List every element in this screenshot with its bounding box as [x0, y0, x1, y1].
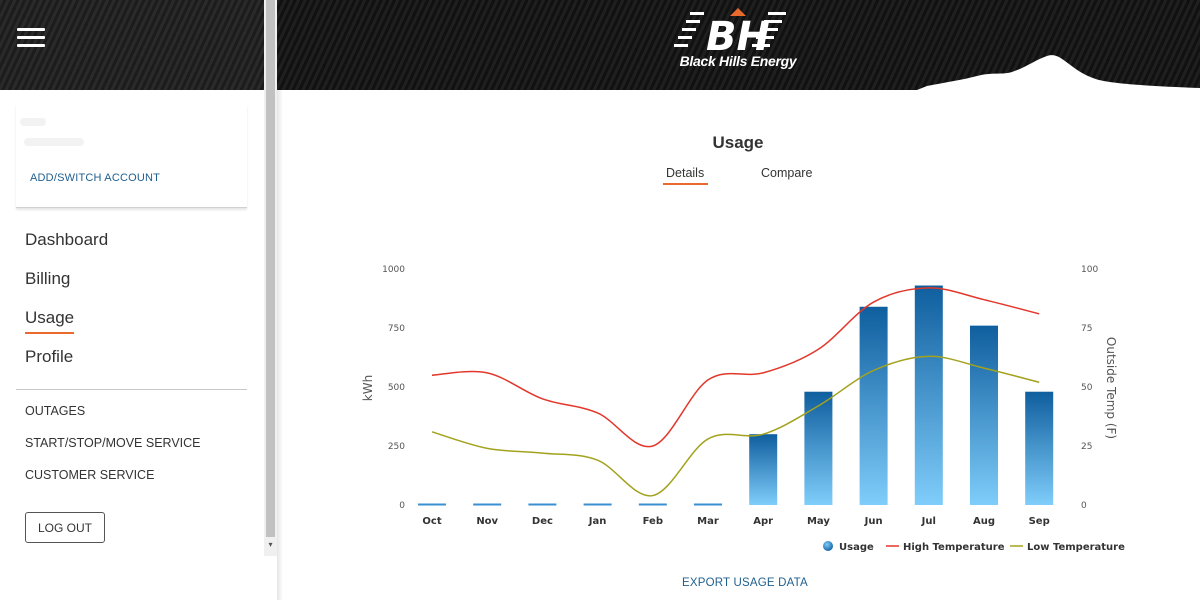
export-usage-data-link[interactable]: EXPORT USAGE DATA — [682, 577, 808, 589]
account-card: ADD/SWITCH ACCOUNT — [16, 104, 247, 208]
usage-bar[interactable] — [694, 503, 722, 506]
nav-item-profile[interactable]: Profile — [25, 347, 74, 366]
nav-item-customer-service[interactable]: CUSTOMER SERVICE — [25, 468, 155, 482]
y-axis-left-title: kWh — [361, 375, 375, 401]
legend-usage-marker — [823, 541, 833, 551]
nav-item-outages[interactable]: OUTAGES — [25, 404, 86, 418]
x-axis-month-label: Mar — [697, 516, 719, 527]
bh-logo-mark-icon: BH — [674, 8, 786, 60]
account-name-redacted — [20, 118, 46, 126]
nav-divider — [16, 389, 247, 390]
x-axis-month-label: Feb — [643, 516, 663, 527]
x-axis-month-label: Oct — [422, 516, 441, 527]
secondary-nav: OUTAGES START/STOP/MOVE SERVICE CUSTOMER… — [25, 404, 201, 500]
main-nav: Dashboard Billing Usage Profile — [25, 229, 108, 385]
usage-bar[interactable] — [473, 503, 502, 506]
y-left-tick-label: 500 — [388, 383, 405, 393]
legend-usage-label: Usage — [839, 542, 874, 553]
x-axis-month-label: Nov — [476, 516, 498, 527]
scrollbar-thumb[interactable] — [266, 0, 275, 537]
x-axis-month-label: Dec — [532, 516, 553, 527]
y-right-tick-label: 100 — [1081, 265, 1098, 275]
usage-bar[interactable] — [528, 503, 557, 506]
x-axis-month-label: Apr — [753, 516, 773, 527]
y-right-tick-label: 75 — [1081, 324, 1092, 334]
add-switch-account-link[interactable]: ADD/SWITCH ACCOUNT — [30, 172, 161, 184]
hamburger-menu-icon[interactable] — [14, 22, 50, 54]
logo-wordmark: Black Hills Energy — [679, 53, 797, 69]
panel-shadow — [277, 90, 283, 600]
low-temperature-line[interactable] — [431, 355, 1040, 497]
x-axis-month-label: Aug — [973, 516, 995, 527]
sidebar-scrollbar[interactable]: ▾ — [264, 0, 277, 556]
x-axis-month-label: May — [807, 516, 830, 527]
usage-bar[interactable] — [418, 503, 446, 506]
usage-bar[interactable] — [970, 325, 998, 505]
y-axis-right-title: Outside Temp (F) — [1104, 337, 1118, 439]
usage-bar[interactable] — [583, 503, 612, 506]
nav-item-dashboard[interactable]: Dashboard — [25, 230, 109, 249]
usage-bar[interactable] — [859, 306, 888, 505]
y-right-tick-label: 25 — [1081, 442, 1092, 452]
logout-button[interactable]: LOG OUT — [25, 512, 105, 543]
usage-bar[interactable] — [804, 391, 833, 505]
black-hills-energy-logo[interactable]: BH Black Hills Energy — [672, 6, 804, 76]
sidebar: ADD/SWITCH ACCOUNT Dashboard Billing Usa… — [0, 0, 264, 600]
mountain-silhouette-icon — [917, 55, 1200, 90]
page-title: Usage — [712, 133, 764, 152]
x-axis-month-label: Sep — [1029, 516, 1050, 527]
x-axis-month-label: Jun — [864, 516, 883, 527]
nav-item-usage[interactable]: Usage — [25, 307, 108, 346]
sidebar-header — [0, 0, 264, 90]
usage-chart: 0 250 500 750 1000 0 25 50 75 100 kWh Outside Te… — [361, 265, 1125, 553]
usage-bar[interactable] — [1025, 391, 1054, 505]
svg-text:BH: BH — [706, 14, 770, 56]
nav-item-billing[interactable]: Billing — [25, 269, 71, 288]
account-number-redacted — [24, 138, 84, 146]
tab-details[interactable]: Details — [662, 166, 709, 185]
tab-compare[interactable]: Compare — [761, 166, 813, 180]
usage-bar[interactable] — [638, 503, 667, 506]
x-axis-month-label: Jul — [921, 516, 936, 527]
high-temperature-line[interactable] — [431, 287, 1040, 448]
y-left-tick-label: 750 — [388, 324, 405, 334]
y-left-tick-label: 1000 — [382, 265, 405, 275]
x-axis-month-label: Jan — [588, 516, 607, 527]
nav-item-start-stop-move[interactable]: START/STOP/MOVE SERVICE — [25, 436, 201, 450]
y-left-tick-label: 0 — [399, 501, 405, 511]
usage-bar[interactable] — [749, 434, 778, 505]
scroll-down-arrow-icon[interactable]: ▾ — [268, 540, 273, 549]
y-left-tick-label: 250 — [388, 442, 405, 452]
chart-legend: Usage High Temperature Low Temperature — [823, 541, 1125, 553]
usage-bar[interactable] — [914, 285, 943, 505]
legend-high-temp-label: High Temperature — [903, 542, 1005, 553]
y-right-tick-label: 0 — [1081, 501, 1087, 511]
legend-low-temp-label: Low Temperature — [1027, 542, 1125, 553]
y-right-tick-label: 50 — [1081, 383, 1093, 393]
header-banner: BH Black Hills Energy — [277, 0, 1200, 90]
